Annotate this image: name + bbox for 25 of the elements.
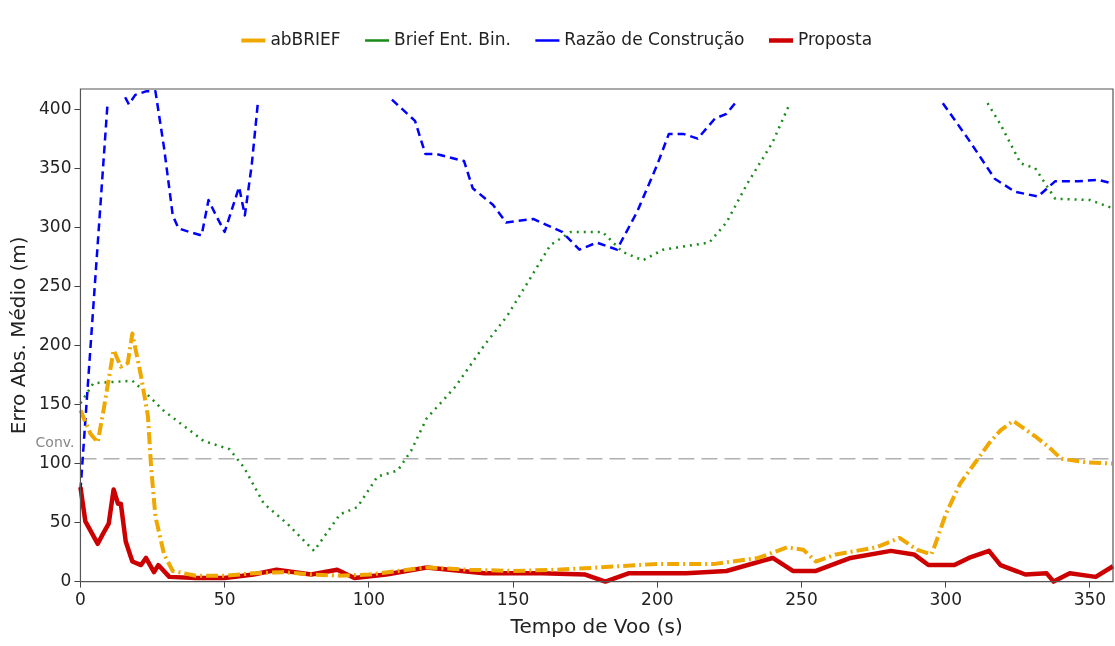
x-tick-label: 100 [352, 589, 386, 610]
y-axis-title: Erro Abs. Médio (m) [6, 236, 31, 435]
legend-label: Proposta [798, 28, 873, 49]
x-tick-label: 0 [75, 589, 86, 610]
x-tick-label: 200 [641, 589, 674, 610]
legend-label: Brief Ent. Bin. [394, 28, 511, 49]
legend-label: abBRIEF [270, 28, 341, 49]
y-tick-label: 0 [60, 570, 72, 591]
x-axis-title: Tempo de Voo (s) [509, 614, 683, 639]
x-tick-label: 300 [929, 589, 962, 610]
x-tick-label: 50 [213, 589, 236, 610]
y-tick-label: 50 [49, 510, 72, 531]
y-tick-label: 250 [38, 274, 72, 295]
x-tick-label: 250 [785, 589, 818, 610]
ref-line-label: Conv. [35, 434, 75, 451]
y-tick-label: 300 [38, 215, 72, 236]
y-tick-label: 150 [38, 392, 72, 413]
x-tick-label: 350 [1073, 589, 1107, 610]
y-tick-label: 350 [38, 156, 72, 177]
line-series [78, 331, 1115, 578]
y-tick-label: 100 [38, 451, 72, 472]
y-tick-label: 200 [38, 333, 72, 354]
x-tick-label: 150 [496, 589, 530, 610]
y-tick-label: 400 [38, 97, 72, 118]
legend-label: Razão de Construção [564, 28, 745, 49]
